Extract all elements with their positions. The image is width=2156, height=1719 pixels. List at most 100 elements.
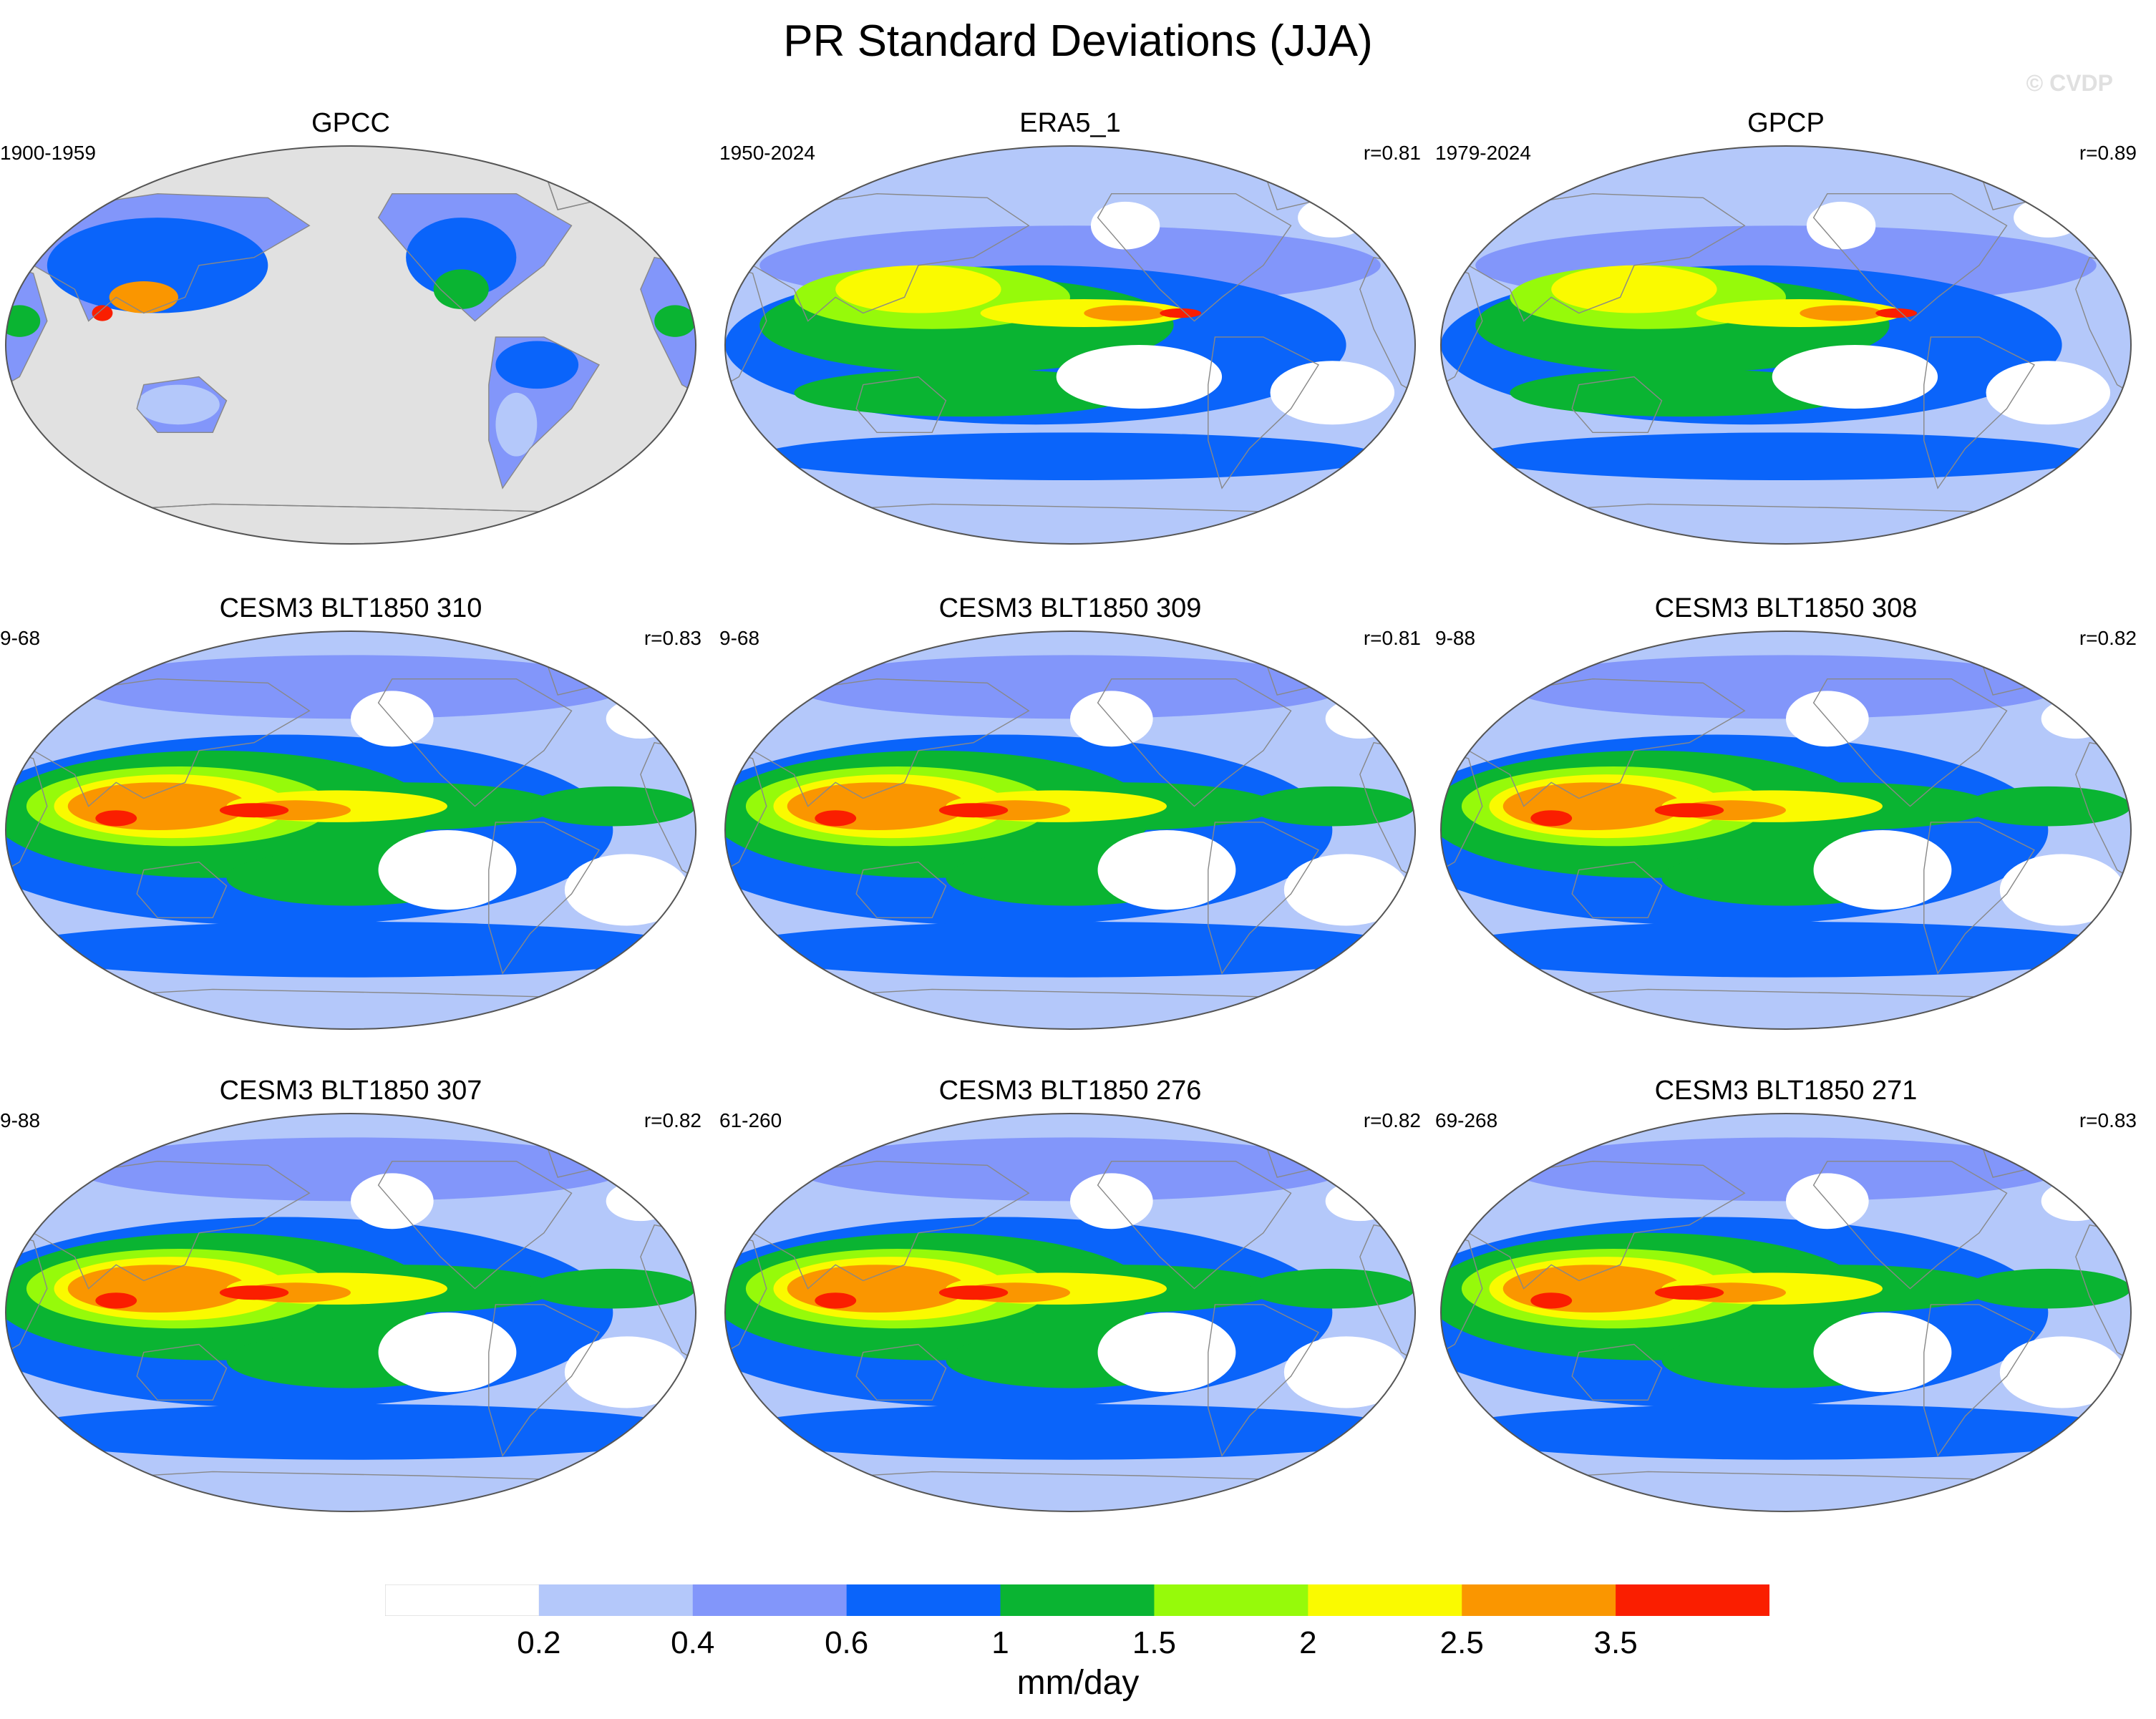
ocean-mask [0,140,701,550]
precip-contour [1326,699,1394,739]
precip-contour [565,1336,689,1408]
panel-title: CESM3 BLT1850 310 [0,591,701,625]
precip-contour [1530,810,1572,826]
panel-pattern-correlation: r=0.81 [1364,625,1421,651]
precip-contour [1326,1182,1394,1222]
precip-contour [1084,305,1167,321]
precip-contour [6,922,696,978]
precip-contour [815,810,856,826]
panel-years: 9-88 [1435,625,1475,651]
precip-contour [1966,787,2131,827]
panel-years: 9-88 [0,1108,40,1134]
precip-contour [1530,1292,1572,1308]
precip-contour [1441,1404,2131,1460]
precip-contour [1503,782,1683,830]
colorbar-tick-label: 1 [991,1625,1009,1662]
precip-contour [530,787,696,827]
precip-contour [1655,803,1724,817]
map-field [1435,625,2137,1035]
panel-title: GPCP [1435,106,2137,140]
precip-contour [2000,854,2125,925]
map-field [719,1108,1421,1517]
colorbar-units-label: mm/day [0,1662,2156,1705]
precip-contour [1250,787,1415,827]
colorbar-swatches [385,1584,1769,1616]
precip-contour [1091,202,1160,250]
colorbar-tick-label: 1.5 [1132,1625,1176,1662]
panel-pattern-correlation: r=0.82 [1364,1108,1421,1134]
panel-pattern-correlation: r=0.82 [644,1108,701,1134]
panel-title: CESM3 BLT1850 309 [719,591,1421,625]
precip-contour [1160,308,1201,318]
precip-contour [606,699,675,739]
panel-pattern-correlation: r=0.83 [2079,1108,2137,1134]
panel-years: 9-68 [0,625,40,651]
precip-contour [95,810,137,826]
precip-contour [1284,854,1409,925]
panel-title: CESM3 BLT1850 276 [719,1073,1421,1108]
precip-contour [1814,830,1952,910]
colorbar-tick-label: 3.5 [1594,1625,1638,1662]
precip-contour [530,1269,696,1309]
precip-contour [1772,345,1938,409]
copyright-watermark: © CVDP [2026,69,2113,97]
panel-title: CESM3 BLT1850 308 [1435,591,2137,625]
precip-contour [495,393,537,457]
precip-contour [220,1285,288,1300]
precip-contour [434,269,489,309]
map-panel: CESM3 BLT1850 308 9-88 r=0.82 [1435,591,2137,1035]
precip-contour [379,1313,517,1392]
precip-contour [725,1404,1415,1460]
precip-contour [787,1265,967,1313]
panel-years: 1900-1959 [0,140,96,166]
panel-years: 1950-2024 [719,140,815,166]
precip-contour [2000,1336,2125,1408]
colorbar-tick-label: 0.4 [671,1625,714,1662]
precip-contour [835,266,1001,313]
precip-contour [1800,305,1883,321]
map-field [0,625,701,1035]
precip-contour [95,1292,137,1308]
map-panel: GPCP 1979-2024 r=0.89 [1435,106,2137,550]
precip-contour [1284,1336,1409,1408]
colorbar-tick-label: 0.6 [825,1625,868,1662]
colorbar-tick-label: 2 [1299,1625,1316,1662]
precip-contour [1250,1269,1415,1309]
panel-years: 1979-2024 [1435,140,1531,166]
panel-title: ERA5_1 [719,106,1421,140]
precip-contour [939,1285,1008,1300]
colorbar-swatch [847,1584,1001,1616]
panel-title: GPCC [0,106,701,140]
panel-pattern-correlation: r=0.82 [2079,625,2137,651]
colorbar [385,1584,1769,1616]
panel-years: 9-68 [719,625,759,651]
precip-contour [379,830,517,910]
colorbar-swatch [1154,1584,1308,1616]
precip-contour [1271,361,1395,424]
precip-contour [1475,432,2097,480]
colorbar-tick-label: 2.5 [1440,1625,1484,1662]
precip-contour [1551,266,1716,313]
panel-years: 69-268 [1435,1108,1497,1134]
precip-contour [787,782,967,830]
map-field [0,140,701,550]
precip-contour [815,1292,856,1308]
figure-title: PR Standard Deviations (JJA) [0,13,2156,70]
precip-contour [137,385,220,425]
map-panel: CESM3 BLT1850 307 9-88 r=0.82 [0,1073,701,1517]
precip-contour [1986,361,2111,424]
map-field [1435,140,2137,550]
panel-pattern-correlation: r=0.83 [644,625,701,651]
panel-pattern-correlation: r=0.89 [2079,140,2137,166]
map-field [1435,1108,2137,1517]
map-panel: CESM3 BLT1850 310 9-68 r=0.83 [0,591,701,1035]
precip-contour [654,305,696,336]
precip-contour [759,432,1381,480]
map-panel: CESM3 BLT1850 276 61-260 r=0.82 [719,1073,1421,1517]
colorbar-swatch [385,1584,539,1616]
colorbar-swatch [1308,1584,1462,1616]
precip-contour [92,305,113,321]
panel-title: CESM3 BLT1850 271 [1435,1073,2137,1108]
precip-contour [725,922,1415,978]
precip-contour [1057,345,1222,409]
